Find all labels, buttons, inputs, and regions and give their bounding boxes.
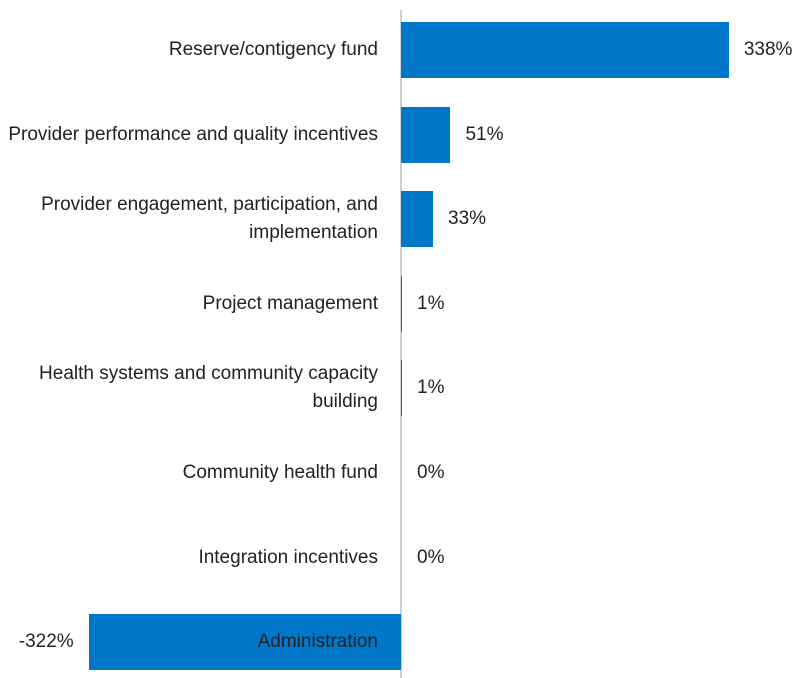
value-label: 33% [448,208,487,230]
category-label: Provider engagement, participation, and … [41,194,378,244]
bar [401,275,402,332]
value-label: -322% [18,631,74,653]
bar [401,360,402,417]
category-label: Provider performance and quality incenti… [8,123,378,145]
value-label: 338% [743,39,793,60]
bar [401,106,451,163]
value-label: 0% [417,462,445,483]
bar [401,22,729,78]
value-label: 1% [417,377,445,399]
category-label: Community health fund [182,462,378,483]
category-label: Reserve/contigency fund [168,39,378,60]
value-label: 0% [417,546,445,568]
category-label: Administration [257,631,378,653]
bar [401,191,433,248]
value-label: 1% [417,292,445,314]
category-label: Health systems and community capacity bu… [39,363,378,413]
category-label: Integration incentives [198,546,378,568]
value-label: 51% [465,123,504,145]
zero-line [400,10,402,678]
category-label: Project management [202,292,378,314]
bar [88,614,401,671]
